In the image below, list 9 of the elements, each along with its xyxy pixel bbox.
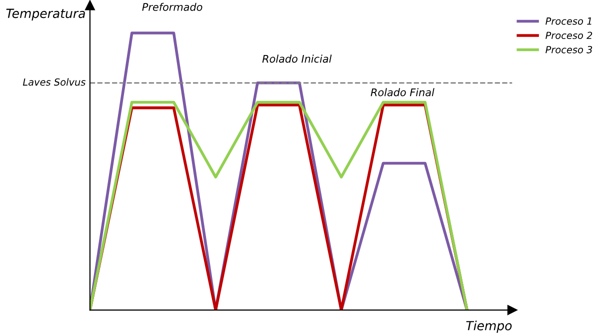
legend-label: Proceso 2	[546, 32, 592, 40]
annotation: Rolado Final	[370, 88, 434, 96]
legend-label: Proceso 3	[546, 46, 592, 54]
legend-label: Proceso 1	[546, 18, 592, 25]
annotation: Rolado Inicial	[262, 54, 332, 63]
ref-line-label: Laves Solvus	[22, 78, 86, 86]
y-axis-title: Temperatura	[6, 8, 85, 21]
text: Preformado	[142, 2, 202, 11]
x-axis-title: Tiempo	[466, 320, 512, 333]
